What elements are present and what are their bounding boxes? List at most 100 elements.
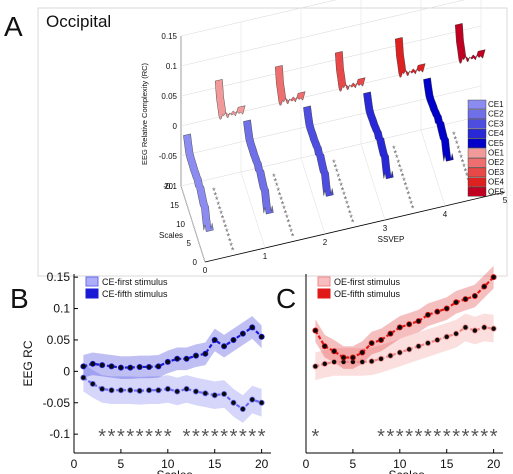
data-point [108,387,115,394]
significance-asterisk: * [398,162,402,172]
significance-asterisk: * [396,158,400,168]
significance-asterisk: * [405,426,413,448]
legend-swatch [467,99,487,110]
data-point [443,333,450,340]
significance-asterisk: * [285,213,289,223]
x-tick-label: 15 [440,457,454,471]
data-point [249,324,256,331]
panel-a-frame [37,7,508,277]
panel-a-3d-plot: 0.15 0.1 0.05 0 -0.05 -0.1 0 5 10 15 20 0 1 2 3 4 5 EEG R… [140,0,508,275]
significance-asterisk: * [258,426,266,448]
significance-asterisk: * [222,218,226,228]
significance-asterisk: * [281,199,285,209]
ssvep-tick-label: 1 [263,252,268,261]
significance-asterisk: * [274,177,278,187]
grid-line [180,0,337,37]
data-point [462,296,469,303]
ssvep-tick-label: 4 [443,210,448,219]
significance-asterisk: * [395,153,399,163]
data-point [202,390,209,397]
legend-swatch [317,288,331,299]
legend-swatch [317,276,331,287]
grid-line [480,115,506,193]
y-axis-label: EEG RC [21,340,35,386]
significance-asterisk: * [334,163,338,173]
significance-asterisk: * [335,167,339,177]
data-point [258,333,265,340]
y-tick-label: 0.1 [53,302,70,316]
significance-asterisk: * [192,426,200,448]
data-point [239,330,246,337]
significance-asterisk: * [462,426,470,448]
significance-asterisk: * [219,209,223,219]
data-point [396,349,403,356]
data-point [406,321,413,328]
data-point [462,324,469,331]
significance-asterisk: * [471,426,479,448]
significance-asterisk: * [276,186,280,196]
z-tick-label: 0.05 [161,92,177,101]
legend-swatch [85,276,99,287]
panel-a-letter: A [4,11,23,42]
significance-asterisk: * [458,148,462,158]
data-point [331,358,338,365]
legend-swatch [467,109,487,119]
data-point [127,364,134,371]
significance-asterisk: * [452,130,456,140]
data-point [340,354,347,361]
legend-label: CE2 [488,110,504,119]
significance-asterisk: * [282,204,286,214]
legend-label: CE-fifth stimulus [102,289,168,299]
data-point [406,346,413,353]
significance-asterisk: * [348,208,352,218]
significance-asterisk: * [230,426,238,448]
data-point [80,374,87,381]
ssvep-axis-label: SSVEP [378,235,405,244]
legend-swatch [467,138,487,149]
data-point [359,349,366,356]
significance-asterisk: * [402,176,406,186]
data-point [174,388,181,395]
ssvep-tick-label: 5 [503,196,508,205]
significance-asterisk: * [215,195,219,205]
surface-ribbon [243,119,274,215]
significance-asterisk: * [221,213,225,223]
significance-asterisk: * [452,426,460,448]
significance-asterisk: * [136,426,144,448]
significance-asterisk: * [464,167,468,177]
significance-asterisk: * [399,167,403,177]
legend-swatch [467,119,487,129]
y-tick-label: 0.15 [47,270,71,284]
legend-label: CE4 [488,129,504,138]
significance-asterisk: * [404,181,408,191]
significance-asterisk: * [220,426,228,448]
data-point [155,387,162,394]
legend-label: OE-fifth stimulus [334,289,401,299]
data-point [490,325,497,332]
grid-line [300,157,326,235]
grid-line [180,25,482,97]
significance-asterisk: * [338,176,342,186]
x-tick-label: 0 [303,457,310,471]
significance-asterisk: * [145,426,153,448]
significance-asterisk: * [347,204,351,214]
data-point [164,385,171,392]
legend-label: CE-first stimulus [102,277,168,287]
significance-asterisk: * [211,426,219,448]
data-point [221,343,228,350]
significance-asterisk: * [183,426,191,448]
significance-asterisk: * [396,426,404,448]
legend-swatch [467,148,487,158]
data-point [230,336,237,343]
significance-asterisk: * [229,241,233,251]
significance-asterisk: * [408,194,412,204]
significance-asterisk: * [278,190,282,200]
data-point [424,340,431,347]
data-point [368,358,375,365]
data-point [146,363,153,370]
ssvep-tick-label: 3 [383,224,388,233]
data-point [481,324,488,331]
data-point [239,406,246,413]
data-point [80,363,87,370]
